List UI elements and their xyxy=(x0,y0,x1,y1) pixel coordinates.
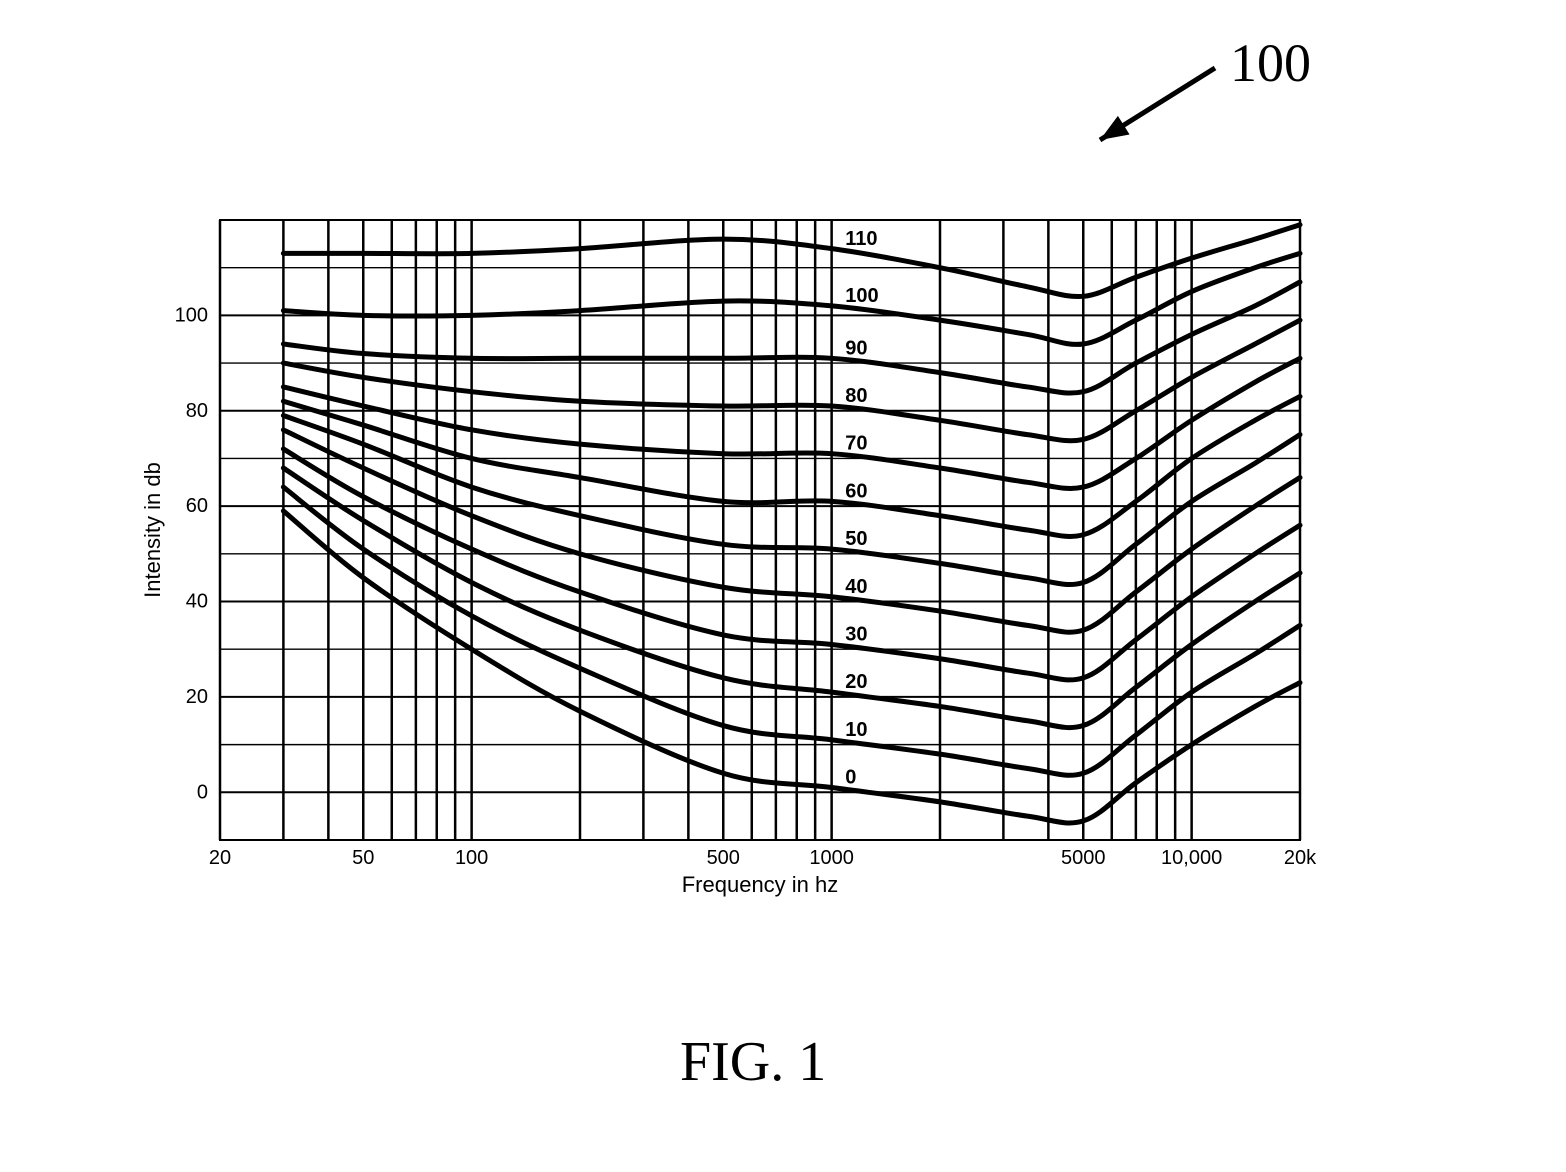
contour-label: 60 xyxy=(845,480,867,502)
contour-label: 30 xyxy=(845,623,867,645)
x-tick-label: 10,000 xyxy=(1161,847,1222,869)
contour-label: 90 xyxy=(845,337,867,359)
equal-loudness-chart: 20501005001000500010,00020kFrequency in … xyxy=(120,200,1320,920)
x-tick-label: 5000 xyxy=(1061,847,1106,869)
y-tick-label: 100 xyxy=(175,304,208,326)
contour-label: 0 xyxy=(845,767,856,789)
contour-label: 70 xyxy=(845,433,867,455)
y-tick-label: 40 xyxy=(186,591,208,613)
page: 100 20501005001000500010,00020kFrequency… xyxy=(0,0,1566,1172)
x-tick-label: 20k xyxy=(1284,847,1317,869)
y-tick-label: 0 xyxy=(197,781,208,803)
arrow-group xyxy=(1100,68,1215,140)
contour-label: 10 xyxy=(845,719,867,741)
figure-ref-number: 100 xyxy=(1230,36,1311,90)
contour-label: 100 xyxy=(845,285,878,307)
y-tick-label: 20 xyxy=(186,686,208,708)
x-tick-label: 50 xyxy=(352,847,374,869)
figure-ref-callout: 100 xyxy=(0,0,1566,200)
figure-caption: FIG. 1 xyxy=(680,1030,826,1094)
x-tick-label: 20 xyxy=(209,847,231,869)
contour-label: 110 xyxy=(845,228,877,250)
y-tick-label: 60 xyxy=(186,495,208,517)
x-tick-label: 1000 xyxy=(809,847,854,869)
figure-ref-arrow xyxy=(0,0,1566,220)
contour-label: 20 xyxy=(845,671,867,693)
x-axis-label: Frequency in hz xyxy=(682,872,839,897)
chart-canvas: 20501005001000500010,00020kFrequency in … xyxy=(120,200,1320,920)
x-tick-label: 100 xyxy=(455,847,488,869)
y-axis-label: Intensity in db xyxy=(140,462,165,598)
contour-label: 80 xyxy=(845,385,867,407)
y-tick-label: 80 xyxy=(186,400,208,422)
contour-label: 40 xyxy=(845,576,867,598)
x-tick-label: 500 xyxy=(707,847,740,869)
contour-label: 50 xyxy=(845,528,867,550)
